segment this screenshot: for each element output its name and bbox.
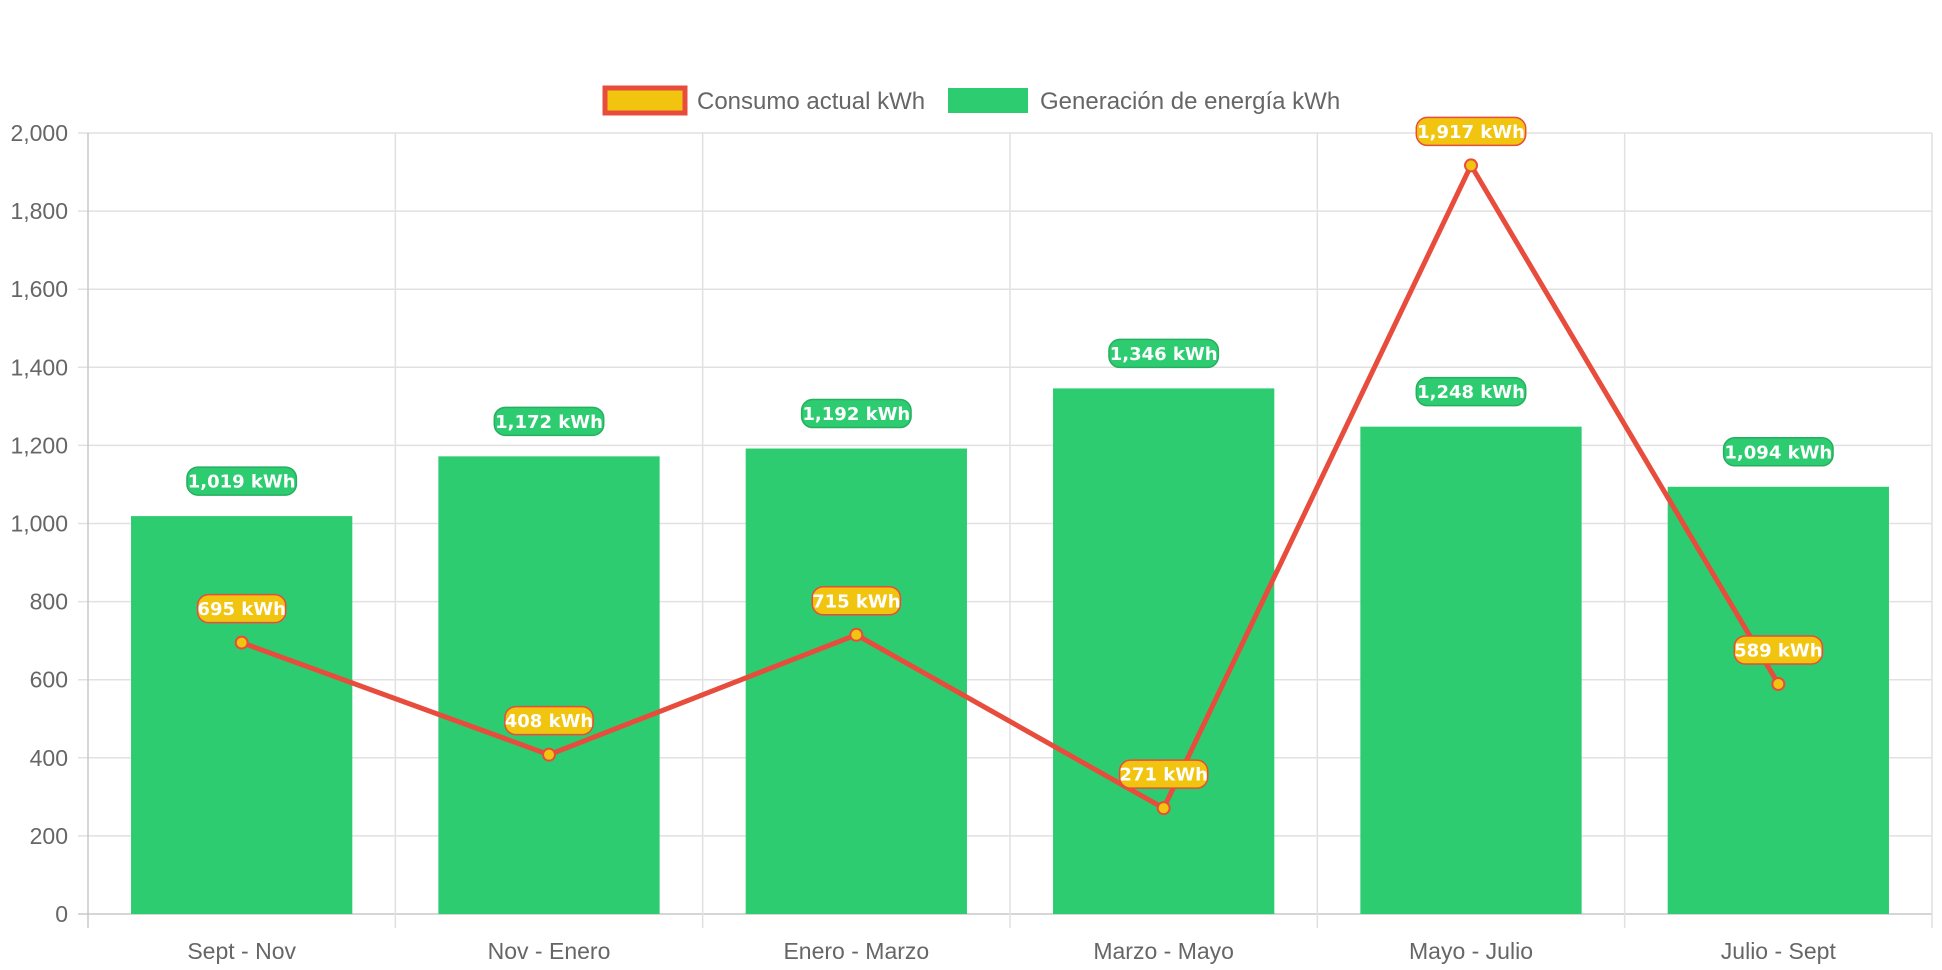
y-tick-label: 1,200 [10,432,68,458]
bar [131,516,353,914]
bar-value-label-bg [1722,437,1834,467]
line-value-label: 408 kWh [504,705,594,736]
y-tick-label: 800 [30,589,68,615]
y-tick-label: 1,000 [10,511,68,537]
line-value-label-bg [1733,635,1824,665]
bar-value-label: 1,192 kWh [800,398,912,429]
line-value-label-text: 1,917 kWh [1417,122,1525,143]
legend-item-consumo[interactable]: Consumo actual kWh [602,85,925,116]
line-point [1156,801,1171,816]
line-value-label-text: 695 kWh [197,599,285,620]
bar [438,456,660,914]
y-tick-label: 1,800 [10,198,68,224]
y-tick-label: 600 [30,667,68,693]
line-value-label: 271 kWh [1118,759,1209,789]
bar-value-label: 1,172 kWh [493,406,605,437]
y-tick-label: 1,400 [10,354,68,380]
legend[interactable]: Consumo actual kWh Generación de energía … [602,85,1340,116]
line-value-label-bg [504,705,594,736]
x-tick-label: Sept - Nov [187,938,296,964]
line-value-label-text: 715 kWh [812,591,900,612]
line-value-label: 695 kWh [196,593,287,624]
bar-value-label: 1,019 kWh [186,466,298,496]
line-value-label-bg [196,593,287,624]
y-tick-label: 2,000 [10,120,68,146]
bar [745,448,967,914]
bar-value-label-bg [186,466,298,496]
grid [78,132,1933,928]
consumo-line [240,160,1781,812]
bar [1360,426,1582,914]
line-series-consumo [234,158,1786,816]
axes: 0 200 400 600 800 1,000 1,200 1,400 1,600 1,800 2,… [10,120,1836,964]
bar-value-label-bg [800,398,912,429]
line-point [234,635,249,650]
line-value-label: 1,917 kWh [1415,116,1527,147]
bar-value-label-bg [493,406,605,437]
line-point [542,747,556,762]
bar-value-label-text: 1,019 kWh [188,472,296,493]
x-tick-label: Nov - Enero [488,938,611,964]
y-tick-label: 0 [55,901,68,927]
y-tick-label: 400 [30,745,68,771]
bar-value-label: 1,248 kWh [1415,376,1527,407]
legend-swatch-generacion [948,88,1028,113]
line-point [849,627,864,642]
line-value-label-text: 589 kWh [1734,640,1822,661]
data-labels: 1,019 kWh 1,172 kWh 1,192 kWh 1,346 kWh 1,24… [186,116,1834,789]
line-value-label-text: 271 kWh [1119,765,1207,786]
line-value-label-text: 408 kWh [505,711,593,732]
bar-value-label-bg [1108,338,1220,369]
legend-swatch-consumo [602,85,688,116]
bar-value-label: 1,346 kWh [1108,338,1220,369]
bar-value-label-text: 1,172 kWh [495,412,603,433]
legend-item-generacion[interactable]: Generación de energía kWh [948,88,1340,115]
bar-value-label: 1,094 kWh [1722,437,1834,467]
legend-label-consumo: Consumo actual kWh [697,88,925,115]
y-tick-label: 200 [30,823,68,849]
line-value-label: 715 kWh [811,586,902,616]
line-value-label-bg [811,586,902,616]
bar-value-label-text: 1,094 kWh [1724,442,1832,463]
x-tick-label: Marzo - Mayo [1093,938,1234,964]
x-tick-label: Julio - Sept [1721,938,1837,964]
bar-value-label-text: 1,248 kWh [1417,382,1525,403]
line-value-label-bg [1415,116,1527,147]
line-value-label: 589 kWh [1733,635,1824,665]
x-tick-label: Mayo - Julio [1409,938,1533,964]
bar-value-label-bg [1415,376,1527,407]
bar-value-label-text: 1,192 kWh [802,404,910,425]
y-tick-label: 1,600 [10,276,68,302]
line-value-label-bg [1118,759,1209,789]
line-point [1771,676,1786,691]
line-point [1464,158,1478,173]
bar-value-label-text: 1,346 kWh [1110,344,1218,365]
x-tick-label: Enero - Marzo [783,938,929,964]
legend-label-generacion: Generación de energía kWh [1040,88,1340,115]
